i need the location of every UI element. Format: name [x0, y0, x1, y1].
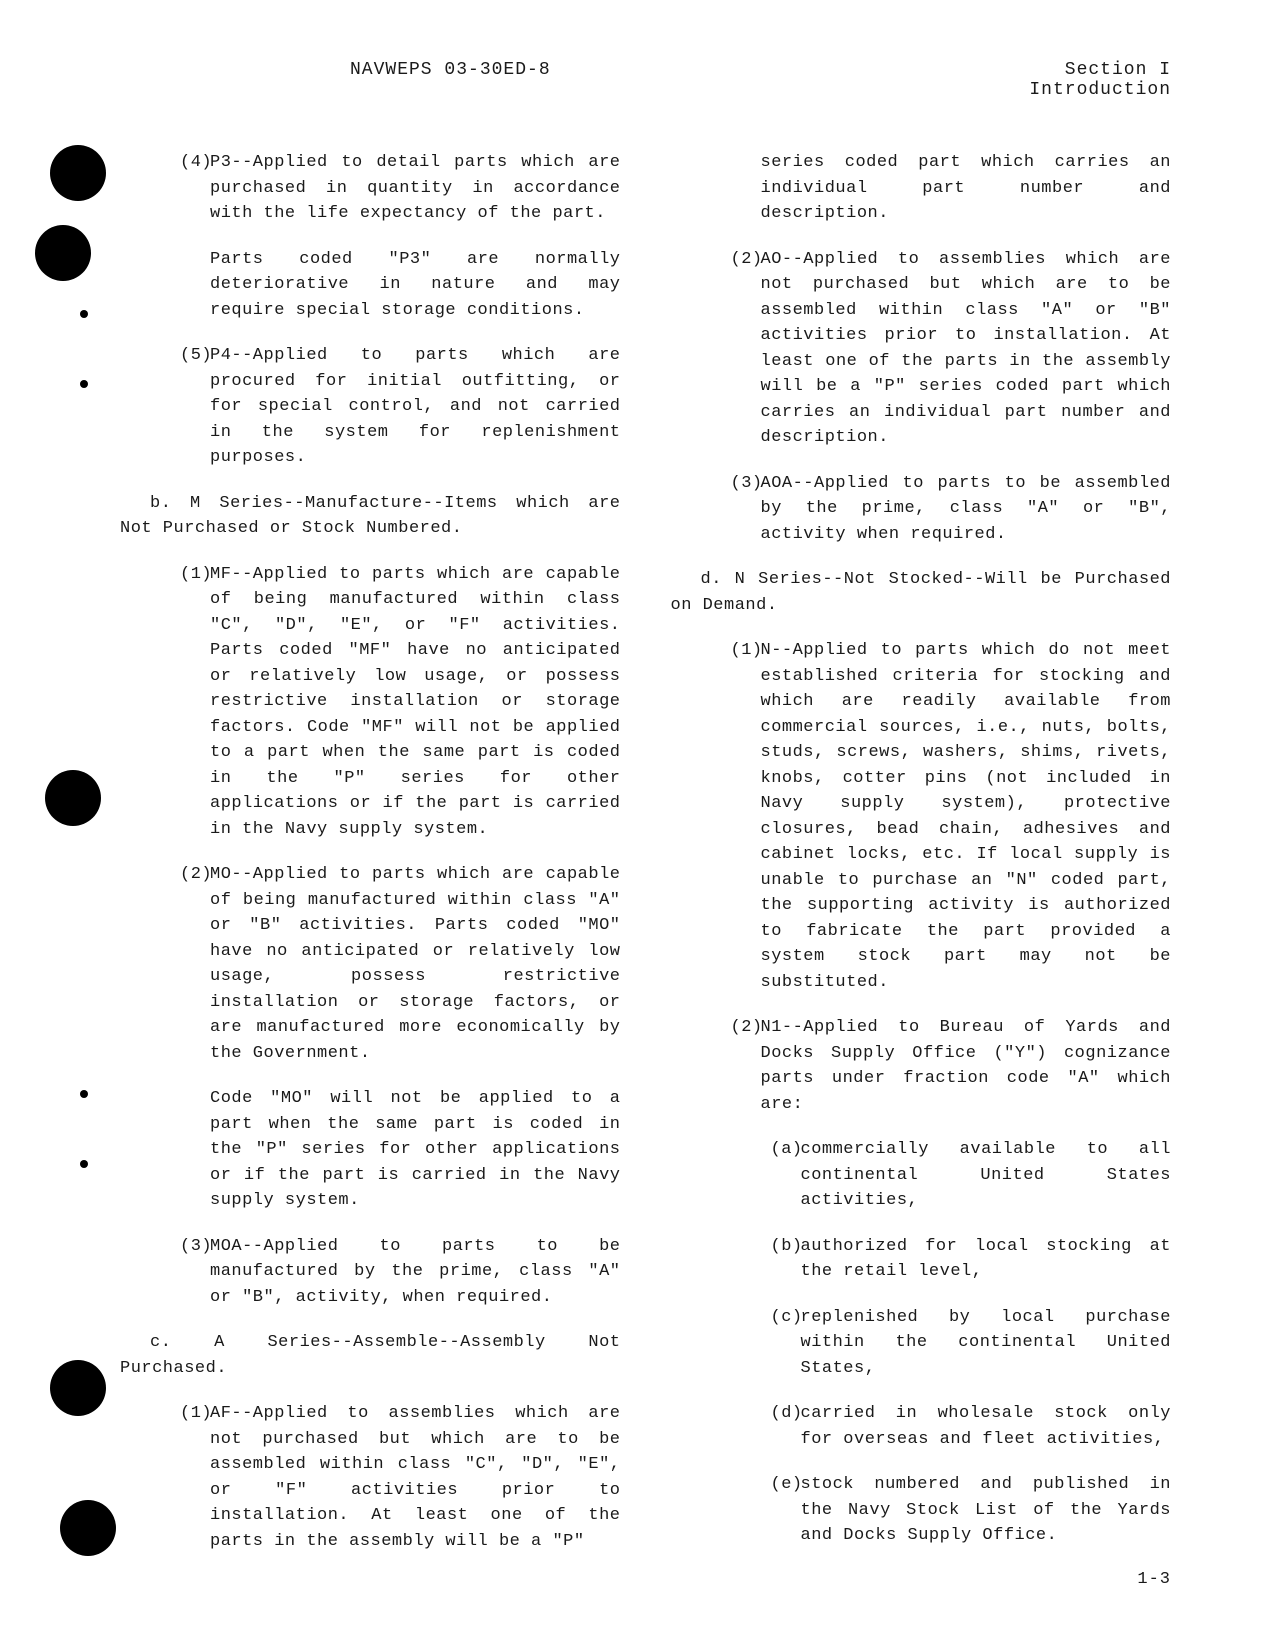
sub-list-item: (b)authorized for local stocking at the …: [801, 1234, 1172, 1285]
item-text: N1--Applied to Bureau of Yards and Docks…: [761, 1018, 1172, 1114]
document-page: NAVWEPS 03-30ED-8 Section I Introduction…: [0, 0, 1271, 1649]
item-letter: (c): [771, 1305, 801, 1331]
item-number: (4): [180, 150, 210, 176]
list-item: (2)AO--Applied to assemblies which are n…: [761, 247, 1172, 451]
item-text: AOA--Applied to parts to be assembled by…: [761, 474, 1172, 544]
item-number: (5): [180, 343, 210, 369]
paragraph: Code "MO" will not be applied to a part …: [210, 1086, 621, 1214]
list-item: (5)P4--Applied to parts which are procur…: [210, 343, 621, 471]
item-text: carried in wholesale stock only for over…: [801, 1404, 1172, 1449]
item-number: (2): [731, 247, 761, 273]
list-item: (2)MO--Applied to parts which are capabl…: [210, 862, 621, 1066]
list-item: (1)N--Applied to parts which do not meet…: [761, 638, 1172, 995]
mark-dot: [80, 1090, 88, 1098]
item-text: AF--Applied to assemblies which are not …: [210, 1404, 621, 1551]
item-letter: (a): [771, 1137, 801, 1163]
item-text: commercially available to all continenta…: [801, 1140, 1172, 1210]
content-area: (4)P3--Applied to detail parts which are…: [120, 150, 1171, 1574]
item-text: MOA--Applied to parts to be manufactured…: [210, 1237, 621, 1307]
item-letter: (b): [771, 1234, 801, 1260]
section-heading: d. N Series--Not Stocked--Will be Purcha…: [671, 567, 1172, 618]
item-text: P3--Applied to detail parts which are pu…: [210, 153, 621, 223]
item-number: (1): [731, 638, 761, 664]
item-text: authorized for local stocking at the ret…: [801, 1237, 1172, 1282]
sub-list-item: (d)carried in wholesale stock only for o…: [801, 1401, 1172, 1452]
section-heading: b. M Series--Manufacture--Items which ar…: [120, 491, 621, 542]
right-column: series coded part which carries an indiv…: [671, 150, 1172, 1574]
sub-list-item: (a)commercially available to all contine…: [801, 1137, 1172, 1214]
item-letter: (d): [771, 1401, 801, 1427]
section-name: Introduction: [1029, 80, 1171, 100]
doc-id: NAVWEPS 03-30ED-8: [350, 60, 551, 100]
item-text: N--Applied to parts which do not meet es…: [761, 641, 1172, 992]
item-text: AO--Applied to assemblies which are not …: [761, 250, 1172, 448]
mark-dot: [80, 310, 88, 318]
page-header: NAVWEPS 03-30ED-8 Section I Introduction: [120, 60, 1171, 100]
paragraph-continuation: series coded part which carries an indiv…: [761, 150, 1172, 227]
list-item: (3)MOA--Applied to parts to be manufactu…: [210, 1234, 621, 1311]
item-number: (2): [180, 862, 210, 888]
binder-dot: [50, 1360, 106, 1416]
item-text: MF--Applied to parts which are capable o…: [210, 565, 621, 839]
item-number: (3): [180, 1234, 210, 1260]
item-text: replenished by local purchase within the…: [801, 1308, 1172, 1378]
item-letter: (e): [771, 1472, 801, 1498]
list-item: (4)P3--Applied to detail parts which are…: [210, 150, 621, 227]
binder-dot: [45, 770, 101, 826]
section-heading: c. A Series--Assemble--Assembly Not Purc…: [120, 1330, 621, 1381]
item-text: P4--Applied to parts which are procured …: [210, 346, 621, 467]
item-text: stock numbered and published in the Navy…: [801, 1475, 1172, 1545]
item-number: (3): [731, 471, 761, 497]
mark-dot: [80, 380, 88, 388]
left-column: (4)P3--Applied to detail parts which are…: [120, 150, 621, 1574]
sub-list-item: (c)replenished by local purchase within …: [801, 1305, 1172, 1382]
binder-dot: [35, 225, 91, 281]
list-item: (3)AOA--Applied to parts to be assembled…: [761, 471, 1172, 548]
item-number: (1): [180, 1401, 210, 1427]
binder-dot: [50, 145, 106, 201]
list-item: (2)N1--Applied to Bureau of Yards and Do…: [761, 1015, 1172, 1117]
page-number: 1-3: [1137, 1570, 1171, 1589]
item-number: (2): [731, 1015, 761, 1041]
paragraph: Parts coded "P3" are normally deteriorat…: [210, 247, 621, 324]
mark-dot: [80, 1160, 88, 1168]
list-item: (1)MF--Applied to parts which are capabl…: [210, 562, 621, 843]
sub-list-item: (e)stock numbered and published in the N…: [801, 1472, 1172, 1549]
item-text: MO--Applied to parts which are capable o…: [210, 865, 621, 1063]
list-item: (1)AF--Applied to assemblies which are n…: [210, 1401, 621, 1554]
section-info: Section I Introduction: [1029, 60, 1171, 100]
item-number: (1): [180, 562, 210, 588]
binder-dot: [60, 1500, 116, 1556]
section-number: Section I: [1029, 60, 1171, 80]
